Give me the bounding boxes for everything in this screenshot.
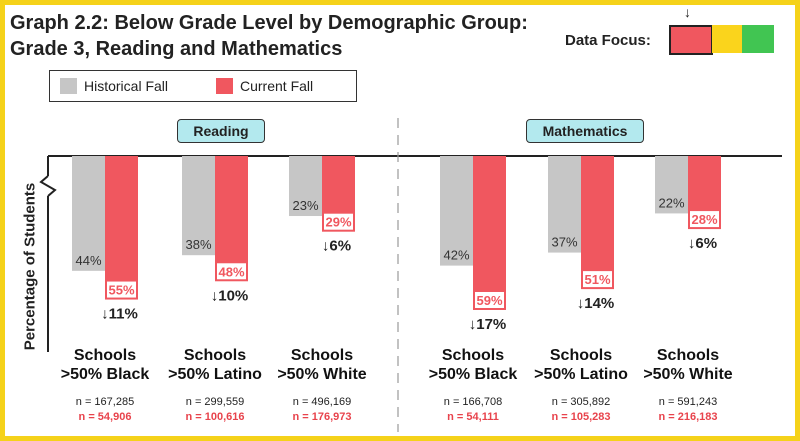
n-historical: n = 299,559 <box>185 396 245 408</box>
n-historical: n = 167,285 <box>75 396 135 408</box>
panel-mathematics-title: Mathematics <box>526 119 644 143</box>
data-label-historical: 42% <box>443 248 469 263</box>
category-label-line-2: >50% Black <box>428 366 518 383</box>
category-label-line-1: Schools <box>183 347 247 364</box>
category-label: Schools >50% Black <box>413 346 533 384</box>
title-line-2: Grade 3, Reading and Mathematics <box>10 38 343 60</box>
n-historical: n = 591,243 <box>658 396 718 408</box>
category-label: Schools >50% Latino <box>155 346 275 384</box>
category-label-line-2: >50% Latino <box>534 366 628 383</box>
difference-label: ↓10% <box>211 287 249 304</box>
data-label-current: 28% <box>691 212 717 227</box>
data-focus-yellow-swatch <box>712 25 742 53</box>
n-historical: n = 166,708 <box>443 396 503 408</box>
category-label-line-1: Schools <box>441 347 505 364</box>
data-label-current-box <box>690 211 719 228</box>
n-historical: n = 496,169 <box>292 396 352 408</box>
category-label-line-2: >50% Black <box>60 366 150 383</box>
difference-label: ↓17% <box>469 316 507 333</box>
category-label-line-1: Schools <box>549 347 613 364</box>
category-label: Schools >50% White <box>262 346 382 384</box>
data-label-current: 29% <box>325 215 351 230</box>
difference-label: ↓6% <box>322 238 351 255</box>
category-label: Schools >50% Latino <box>521 346 641 384</box>
data-label-historical: 44% <box>75 253 101 268</box>
category-label-line-2: >50% Latino <box>168 366 262 383</box>
data-label-current: 55% <box>108 283 134 298</box>
n-current: n = 105,283 <box>551 411 611 423</box>
data-label-current-box <box>217 263 246 280</box>
data-label-historical: 22% <box>658 195 684 210</box>
difference-label: ↓11% <box>101 306 138 323</box>
bar-current <box>581 156 614 290</box>
bar-current <box>105 156 138 300</box>
category-label-line-1: Schools <box>290 347 354 364</box>
bar-historical <box>548 156 581 253</box>
data-label-current-box <box>324 213 353 230</box>
data-label-current-box <box>583 271 612 288</box>
data-focus-arrow-icon: ↓ <box>684 4 691 20</box>
n-historical: n = 305,892 <box>551 396 611 408</box>
data-focus-red-swatch <box>669 25 713 55</box>
data-label-historical: 37% <box>551 235 577 250</box>
n-current: n = 54,111 <box>447 411 499 423</box>
category-label: Schools >50% Black <box>45 346 165 384</box>
title-line-1: Graph 2.2: Below Grade Level by Demograp… <box>10 12 528 34</box>
data-label-current: 48% <box>218 264 244 279</box>
n-current: n = 100,616 <box>185 411 245 423</box>
legend: Historical Fall Current Fall <box>49 70 357 102</box>
y-axis-break <box>39 175 57 197</box>
data-focus-label: Data Focus: <box>565 32 651 49</box>
data-focus-green-swatch <box>742 25 774 53</box>
bar-current <box>215 156 248 282</box>
n-current: n = 54,906 <box>78 411 132 423</box>
difference-label: ↓6% <box>688 235 717 252</box>
legend-historical-label: Historical Fall <box>84 78 169 94</box>
data-label-historical: 38% <box>185 237 211 252</box>
category-label-line-2: >50% White <box>277 366 367 383</box>
bar-current <box>473 156 506 310</box>
legend-current-swatch <box>216 78 233 94</box>
difference-label: ↓14% <box>577 295 615 312</box>
data-label-current: 59% <box>476 293 502 308</box>
category-label-line-1: Schools <box>73 347 137 364</box>
n-current: n = 176,973 <box>292 411 352 423</box>
bar-historical <box>72 156 105 271</box>
data-label-historical: 23% <box>292 198 318 213</box>
category-label-line-1: Schools <box>656 347 720 364</box>
legend-historical-swatch <box>60 78 77 94</box>
chart-title: Graph 2.2: Below Grade Level by Demograp… <box>10 10 528 62</box>
category-label-line-2: >50% White <box>643 366 733 383</box>
category-label: Schools >50% White <box>628 346 748 384</box>
n-current: n = 216,183 <box>658 411 718 423</box>
bar-historical <box>440 156 473 266</box>
panel-reading-title: Reading <box>177 119 265 143</box>
data-label-current-box <box>107 281 136 298</box>
data-label-current: 51% <box>584 272 610 287</box>
bar-historical <box>182 156 215 256</box>
data-label-current-box <box>475 291 504 308</box>
bar-historical <box>655 156 688 214</box>
bar-historical <box>289 156 322 217</box>
legend-current-label: Current Fall <box>240 78 314 94</box>
